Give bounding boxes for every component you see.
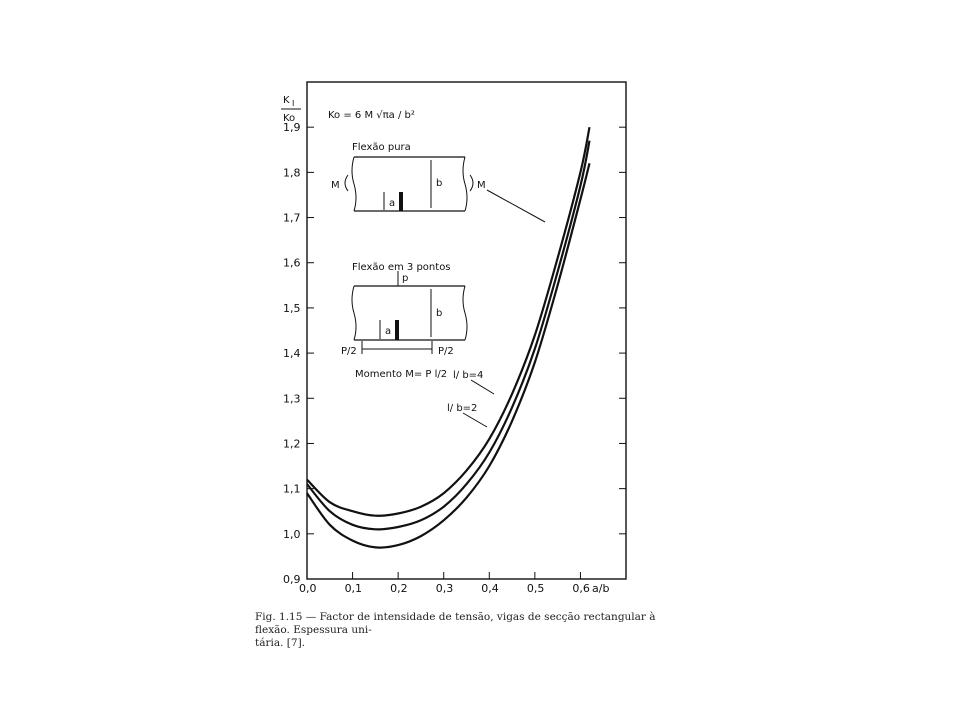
- plot-border: [306, 81, 627, 580]
- figure-caption: Fig. 1.15 — Factor de intensidade de ten…: [255, 611, 685, 650]
- y-tick-label: 0,9: [283, 573, 301, 586]
- y-tick-label: 1,6: [283, 257, 301, 270]
- y-tick-label: 1,0: [283, 528, 301, 541]
- x-tick-label: 0,2: [390, 582, 408, 595]
- y-tick-label: 1,4: [283, 347, 301, 360]
- x-tick-label: 0,3: [436, 582, 454, 595]
- caption-line-2: tária. [7].: [255, 637, 306, 649]
- curve-label-lb2: l/ b=2: [447, 403, 477, 414]
- series-curve-lb2: [306, 163, 591, 549]
- curve-label-lb4: l/ b=4: [453, 370, 483, 381]
- caption-line-1: Fig. 1.15 — Factor de intensidade de ten…: [255, 611, 656, 636]
- crack-notch: [399, 192, 403, 211]
- moment-arrow-right-icon: [469, 174, 474, 192]
- three-point-title: Flexão em 3 pontos: [352, 262, 451, 273]
- curves: [306, 126, 591, 549]
- plot-frame: [306, 81, 627, 580]
- x-tick-label: 0,5: [527, 582, 545, 595]
- pure-bending-title: Flexão pura: [352, 142, 411, 153]
- axis-ticks: 0,9 1,0 1,1 1,2 1,3 1,4 1,5 1,6 1,7 1,8 1,9 0,0 0,1 0…: [283, 121, 626, 595]
- series-curve-lb4: [306, 140, 591, 531]
- y-tick-label: 1,3: [283, 392, 301, 405]
- reaction-label-left: P/2: [341, 346, 357, 357]
- beam-right-break: [462, 156, 468, 212]
- leader-line-lb2: [462, 412, 488, 428]
- x-tick-label: 0,1: [345, 582, 363, 595]
- height-label: b: [436, 178, 442, 189]
- y-tick-label: 1,9: [283, 121, 301, 134]
- leader-line-pure-bending: [486, 189, 546, 223]
- crack3-label: a: [385, 326, 391, 337]
- y-tick-label: 1,2: [283, 437, 301, 450]
- beam3-right-break: [462, 285, 468, 341]
- pure-bending-diagram: Flexão pura M M b a: [331, 142, 546, 223]
- x-tick-label: 0,4: [481, 582, 499, 595]
- y-tick-label: 1,7: [283, 212, 301, 225]
- moment-label-right: M: [477, 180, 486, 191]
- moment-arrow-left-icon: [344, 174, 349, 192]
- y-axis-label: K I Ko: [281, 95, 301, 124]
- three-point-bending-diagram: Flexão em 3 pontos p b a P/2 P/2 Momento…: [341, 262, 468, 380]
- x-tick-label: 0,6: [572, 582, 590, 595]
- load-label: p: [402, 273, 408, 284]
- moment-label-left: M: [331, 180, 340, 191]
- beam-left-break: [351, 156, 357, 212]
- y-tick-label: 1,8: [283, 166, 301, 179]
- y-label-subscript: I: [292, 99, 294, 108]
- y-tick-label: 1,1: [283, 483, 301, 496]
- y-tick-label: 1,5: [283, 302, 301, 315]
- moment-formula: Momento M= P l/2: [355, 369, 447, 380]
- reaction-label-right: P/2: [438, 346, 454, 357]
- beam3-left-break: [351, 285, 357, 341]
- y-label-numerator: K: [283, 95, 290, 106]
- series-curve-pure-bending: [306, 126, 591, 517]
- x-tick-label: 0,0: [299, 582, 317, 595]
- leader-line-lb4: [470, 379, 495, 395]
- x-axis-label: a/b: [592, 582, 609, 595]
- crack3-notch: [395, 320, 399, 340]
- crack-label: a: [389, 198, 395, 209]
- formula-ko: Ko = 6 M √πa / b²: [328, 110, 415, 121]
- height3-label: b: [436, 308, 442, 319]
- y-label-denominator: Ko: [283, 113, 295, 124]
